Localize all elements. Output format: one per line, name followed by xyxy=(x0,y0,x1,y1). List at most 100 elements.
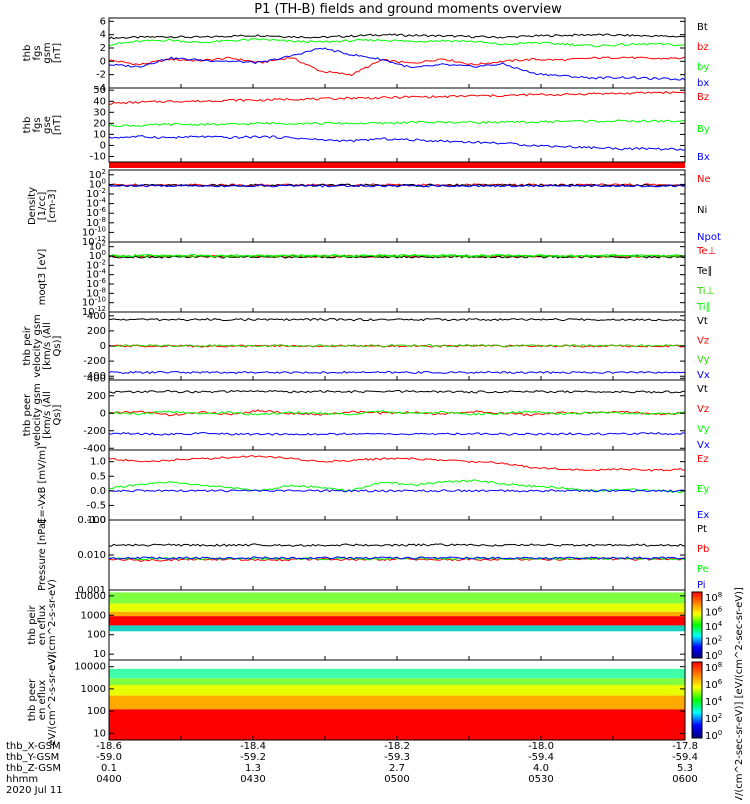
spectrogram-band xyxy=(109,592,685,604)
legend-By: By xyxy=(697,124,710,135)
legend-Ez: Ez xyxy=(697,454,709,465)
panel-frame xyxy=(108,519,686,591)
legend-Vz: Vz xyxy=(697,335,709,346)
colorbar-tick: 104 xyxy=(705,695,723,708)
orbit-value: 0430 xyxy=(240,774,265,785)
orbit-value: 0.1 xyxy=(101,763,117,774)
panel-6: 400 200 0 -200 -400 thb peervelocity gsm[km/s… xyxy=(22,373,710,454)
y-axis-label: moqt3 [eV] xyxy=(37,249,48,306)
colorbar-tick: 102 xyxy=(705,635,722,648)
series-line-Ex xyxy=(108,489,686,493)
y-tick-label: 0.5 xyxy=(90,471,106,482)
legend-Pt: Pt xyxy=(697,524,707,535)
panel-frame xyxy=(108,87,686,163)
y-tick-label: 100 xyxy=(89,249,106,262)
legend-Pi: Pi xyxy=(697,580,706,591)
y-tick-label: 400 xyxy=(87,311,106,322)
orbit-value: 2.7 xyxy=(389,763,405,774)
y-tick-label: 0 xyxy=(100,341,106,352)
spectrogram-band xyxy=(109,684,685,696)
legend-Te⊥: Te⊥ xyxy=(696,246,716,257)
orbit-row-label: thb_X-GSM xyxy=(6,741,61,752)
colorbar-strip xyxy=(691,591,703,659)
legend-Te∥: Te∥ xyxy=(696,266,713,277)
legend-Bt: Bt xyxy=(697,22,708,33)
orbit-value: -18.6 xyxy=(96,741,122,752)
spectrogram-band xyxy=(109,611,685,617)
legend-Ti∥: Ti∥ xyxy=(696,302,711,313)
y-axis-label: thb peervelocity gsm[km/s (AllQs)] xyxy=(22,383,63,447)
orbit-value: -59.3 xyxy=(384,752,410,763)
legend-Bz: Bz xyxy=(697,92,709,103)
legend-Vy: Vy xyxy=(697,355,710,366)
orbit-value: 0400 xyxy=(96,774,121,785)
series-line-Pi xyxy=(108,556,686,560)
legend-Pb: Pb xyxy=(697,544,709,555)
spectrogram-band xyxy=(109,603,685,612)
colorbar-tick: 106 xyxy=(705,606,723,619)
y-tick-label: 100 xyxy=(87,706,106,717)
orbit-value: -18.2 xyxy=(384,741,410,752)
series-line-Vx xyxy=(108,370,686,375)
orbit-value: -59.4 xyxy=(528,752,554,763)
y-tick-label: 0.001 xyxy=(77,585,106,596)
orbit-row-label: thb_Z-GSM xyxy=(6,763,61,774)
spectrogram-band xyxy=(109,616,685,626)
y-tick-label: 100 xyxy=(87,630,106,641)
panel-5: 400 200 0 -200 -400 thb peirvelocity gsm[km/s… xyxy=(22,311,710,382)
series-line-Vt xyxy=(108,317,686,322)
y-axis-label: Pressure [nPa] xyxy=(37,519,48,591)
series-line-Bz xyxy=(108,90,686,105)
y-tick-label: 102 xyxy=(89,240,106,253)
y-tick-label: -4 xyxy=(96,83,106,94)
colorbar-label: [eV/(cm^2-sec-sr-eV)] [eV/(cm^2-sec-sr-e… xyxy=(734,587,745,800)
colorbar-tick: 108 xyxy=(705,591,722,604)
series-line-Vy xyxy=(108,410,686,416)
flag-bar xyxy=(109,162,685,168)
panel-1: 6 4 2 0 -2 -4 thbfgsgsm[nT] Bt bz by bx xyxy=(22,16,709,94)
panel-frame xyxy=(108,169,686,243)
orbit-value: -59.4 xyxy=(672,752,698,763)
y-tick-label: -10 xyxy=(90,151,106,162)
y-axis-label: Density[1/cc][cm-3] xyxy=(27,187,58,225)
y-tick-label: -2 xyxy=(96,70,106,81)
legend-Vt: Vt xyxy=(697,316,708,327)
y-axis-label: thb peeren efluxeV/(cm^2-s-sr-eV) xyxy=(27,654,58,746)
colorbar-tick: 100 xyxy=(705,649,722,662)
y-tick-label: 30 xyxy=(93,107,106,118)
series-line-Pt xyxy=(108,543,686,547)
colorbar-tick: 100 xyxy=(705,729,722,742)
orbit-value: 1.3 xyxy=(245,763,261,774)
legend-Bx: Bx xyxy=(697,152,710,163)
y-tick-label: 10000 xyxy=(74,662,106,673)
panel-10: 10000 1000 100 10 thb peeren efluxeV/(cm^2-s… xyxy=(27,654,686,746)
y-tick-label: -400 xyxy=(83,371,106,382)
series-line-bx xyxy=(108,47,686,81)
y-tick-label: 10 xyxy=(93,129,106,140)
y-tick-label: -0.5 xyxy=(86,500,106,511)
orbit-value: 5.3 xyxy=(677,763,693,774)
y-tick-label: 4 xyxy=(100,30,106,41)
series-line-bz xyxy=(108,56,686,77)
legend-Vx: Vx xyxy=(697,370,710,381)
y-tick-label: 0.010 xyxy=(77,550,106,561)
legend-Vz: Vz xyxy=(697,404,709,415)
orbit-value: 0530 xyxy=(528,774,553,785)
y-tick-label: 10-8 xyxy=(86,286,106,299)
orbit-value: 4.0 xyxy=(533,763,549,774)
y-tick-label: 50 xyxy=(93,85,106,96)
y-tick-label: 10-6 xyxy=(86,206,106,219)
y-tick-label: 10-10 xyxy=(82,296,106,309)
orbit-value: -17.8 xyxy=(672,741,698,752)
legend-Vt: Vt xyxy=(697,384,708,395)
legend-by: by xyxy=(697,62,709,73)
y-tick-label: 200 xyxy=(87,326,106,337)
colorbar-strip xyxy=(691,661,703,739)
y-tick-label: 10-4 xyxy=(86,268,106,281)
y-axis-label: E=-VxB [mV/m] xyxy=(37,446,48,524)
y-tick-label: 10-2 xyxy=(86,258,106,271)
y-tick-label: 10 xyxy=(93,649,106,660)
